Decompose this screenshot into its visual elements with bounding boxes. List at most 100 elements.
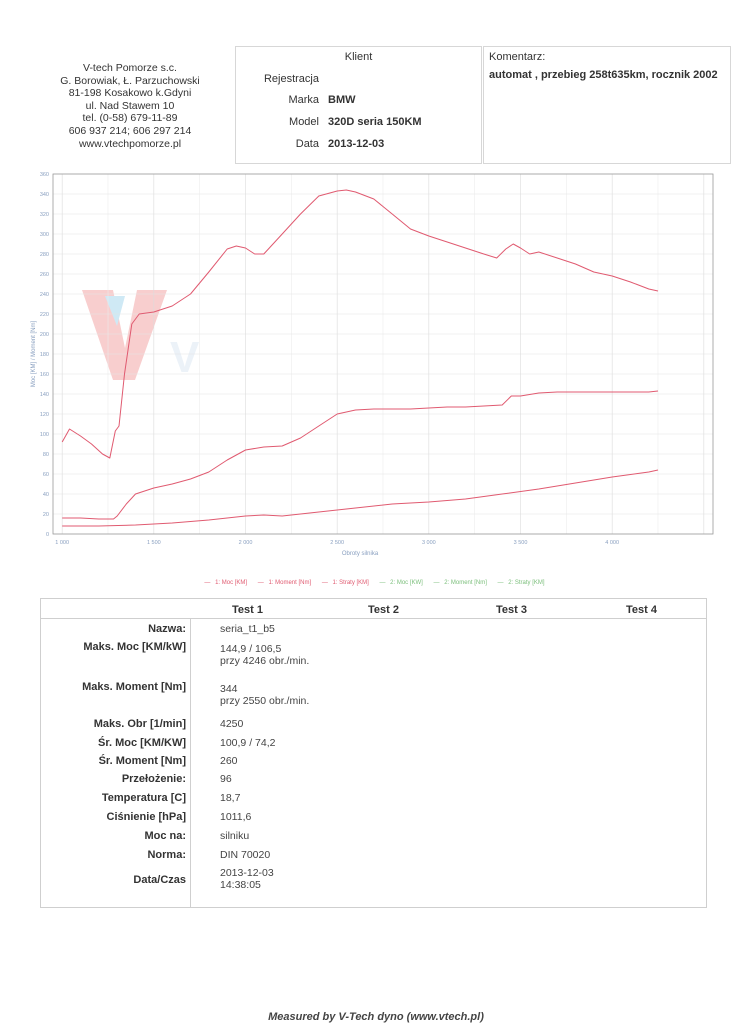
header-divider [41,618,706,619]
y-tick-label: 340 [40,192,49,198]
row-label: Nazwa: [148,623,186,635]
y-tick-label: 0 [46,532,49,538]
y-tick-label: 160 [40,372,49,378]
value-sub: 14:38:05 [220,879,261,891]
header-test-4: Test 4 [626,604,657,616]
results-table: Test 1 Test 2 Test 3 Test 4 Nazwa: seria… [40,598,707,908]
torque-line [61,189,659,459]
date-label: Data [295,138,319,150]
company-website: www.vtechpomorze.pl [78,137,182,150]
value-main: 18,7 [220,792,241,804]
header-test-1: Test 1 [232,604,263,616]
value-main: silniku [220,830,250,842]
value-main: 96 [220,773,232,785]
x-axis-label: Obroty silnika [342,551,379,557]
company-city: 81-198 Kosakowo k.Gdyni [68,87,192,100]
chart-grid [53,173,713,535]
x-tick-label: 1 000 [55,540,69,546]
row-label: Maks. Moment [Nm] [82,681,186,693]
client-row-make: Marka BMW [236,94,481,110]
plot-frame [52,173,714,535]
y-tick-labels: 0 20 40 60 80 100 120 140 160 180 200 220 240 260 280 3… [40,172,49,538]
legend-item: — 1: Moc [KM] [204,580,248,586]
chart-legend: — 1: Moc [KM] — 1: Moment [Nm] — 1: Stra… [0,580,752,586]
footer-note: Measured by V-Tech dyno (www.vtech.pl) [268,1011,484,1023]
row-value: silniku [220,830,249,842]
value-main: 260 [220,755,238,767]
row-label: Maks. Moc [KM/kW] [83,641,186,653]
watermark-logo: V [82,290,200,382]
registration-label: Rejestracja [263,73,319,85]
x-tick-label: 4 000 [605,540,619,546]
value-sub: przy 2550 obr./min. [220,695,310,707]
company-mobile: 606 937 214; 606 297 214 [68,124,192,137]
x-tick-label: 1 500 [147,540,161,546]
value-main: seria_t1_b5 [220,623,275,635]
y-tick-label: 220 [40,312,49,318]
client-box: Klient Rejestracja Marka BMW Model 320D … [235,46,482,164]
losses-line [62,469,659,527]
x-tick-label: 2 000 [239,540,253,546]
company-owners: G. Borowiak, Ł. Parzuchowski [60,74,200,87]
y-axis-label: Moc [KM] / Moment [Nm] [31,320,37,387]
company-phone: tel. (0-58) 679-11-89 [82,112,178,125]
make-label: Marka [288,94,319,106]
company-info: V-tech Pomorze s.c. G. Borowiak, Ł. Parz… [40,62,220,150]
row-label: Norma: [147,849,186,861]
legend-item: — 2: Moment [Nm] [433,580,487,586]
value-main: DIN 70020 [220,849,271,861]
row-value: 344 przy 2550 obr./min. [220,683,309,707]
model-value: 320D seria 150KM [328,116,422,128]
comment-text: automat , przebieg 258t635km, rocznik 20… [489,69,718,81]
client-row-date: Data 2013-12-03 [236,138,481,154]
value-main: 2013-12-03 [220,867,274,879]
y-tick-label: 20 [43,512,49,518]
y-tick-label: 280 [40,252,49,258]
row-label: Moc na: [144,830,186,842]
row-value: 144,9 / 106,5 przy 4246 obr./min. [220,643,309,667]
model-label: Model [289,116,319,128]
comment-box: Komentarz: automat , przebieg 258t635km,… [483,46,731,164]
header-test-3: Test 3 [496,604,527,616]
value-main: 100,9 / 74,2 [220,737,276,749]
row-label: Śr. Moment [Nm] [98,755,186,767]
dyno-chart: V 0 20 40 60 80 100 120 140 160 180 200 220 240 260 28… [31,172,714,557]
legend-label: 2: Moment [Nm] [444,580,487,586]
make-value: BMW [328,94,356,106]
row-value: 96 [220,773,232,785]
y-tick-label: 80 [43,452,49,458]
company-name: V-tech Pomorze s.c. [83,62,177,74]
y-tick-label: 240 [40,292,49,298]
value-main: 4250 [220,718,244,730]
row-value: 18,7 [220,792,240,804]
value-main: 1011,6 [220,811,252,823]
company-street: ul. Nad Stawem 10 [85,99,175,112]
y-tick-label: 60 [43,472,49,478]
value-sub: przy 4246 obr./min. [220,655,310,667]
row-value: DIN 70020 [220,849,270,861]
x-tick-label: 2 500 [330,540,344,546]
x-tick-label: 3 000 [422,540,436,546]
y-tick-label: 140 [40,392,49,398]
y-tick-label: 120 [40,412,49,418]
legend-label: 2: Straty [KM] [508,580,545,586]
header-test-2: Test 2 [368,604,399,616]
row-label: Ciśnienie [hPa] [106,811,186,823]
legend-label: 1: Moc [KM] [215,580,248,586]
y-tick-label: 200 [40,332,49,338]
row-value: 1011,6 [220,811,251,823]
y-tick-label: 100 [40,432,49,438]
row-value: seria_t1_b5 [220,623,275,635]
legend-label: 1: Straty [KM] [332,580,369,586]
legend-item: — 1: Straty [KM] [321,580,369,586]
client-title: Klient [344,51,373,63]
y-tick-label: 320 [40,212,49,218]
y-tick-label: 300 [40,232,49,238]
client-row-registration: Rejestracja [236,73,481,89]
row-label: Temperatura [C] [101,792,186,804]
value-main: 144,9 / 106,5 [220,643,282,655]
legend-label: 1: Moment [Nm] [268,580,312,586]
client-row-model: Model 320D seria 150KM [236,116,481,132]
row-label: Śr. Moc [KM/KW] [98,737,186,749]
legend-item: — 2: Moc [KW] [379,580,423,586]
